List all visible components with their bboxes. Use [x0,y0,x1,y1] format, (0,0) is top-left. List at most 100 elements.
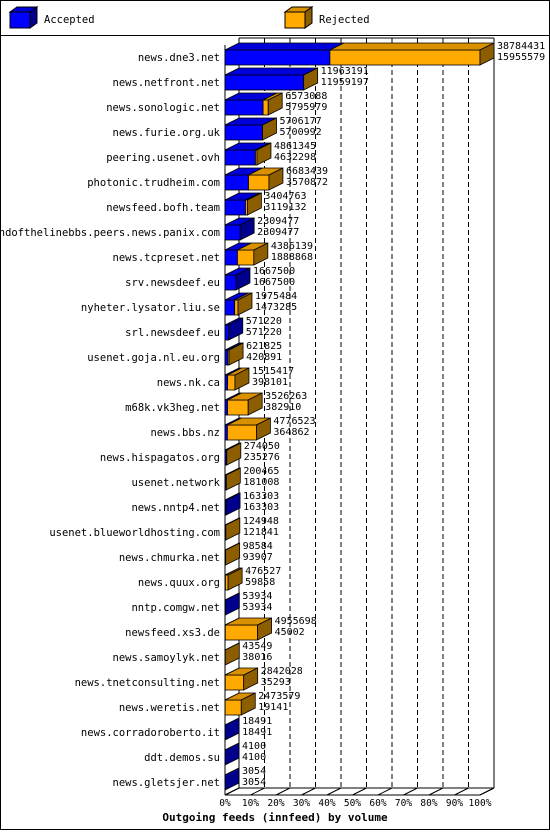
category-label: newsfeed.xs3.de [125,627,220,639]
rejected-bar-front [225,625,257,640]
offered-value-label: 2473579 [258,691,300,702]
offered-value-label: 18491 [242,716,272,727]
accepted-bar-front [225,150,255,165]
category-label: m68k.vk3heg.net [125,402,220,414]
category-label: news.gletsjer.net [113,777,220,789]
accepted-value-label: 2309477 [257,227,299,238]
accepted-bar-front [225,200,246,215]
x-tick-label: 0% [219,798,231,809]
offered-value-label: 163303 [243,491,279,502]
accepted-value-label: 93907 [243,552,273,563]
accepted-value-label: 4100 [242,752,266,763]
accepted-value-label: 15955579 [497,52,545,63]
category-label: ddt.demos.su [144,752,220,764]
offered-value-label: 6573088 [285,91,327,102]
offered-value-label: 4861345 [274,141,316,152]
category-label: news.samoylyk.net [113,652,220,664]
accepted-value-label: 1667500 [253,277,295,288]
offered-value-label: 4776523 [273,416,315,427]
accepted-bar-top [225,43,344,50]
x-tick-label: 20% [267,798,284,809]
x-tick-label: 10% [242,798,259,809]
category-label: news.netfront.net [113,77,220,89]
x-tick-label: 80% [420,798,437,809]
offered-value-label: 3054 [242,766,266,777]
category-label: news.tcpreset.net [113,252,220,264]
accepted-value-label: 571220 [246,327,282,338]
offered-value-label: 1667500 [253,266,295,277]
x-tick-label: 60% [369,798,386,809]
offered-value-label: 43549 [242,641,272,652]
category-label: news.dne3.net [138,52,220,64]
category-label: photonic.trudheim.com [87,177,220,189]
category-label: news.chmurka.net [119,552,220,564]
accepted-bar-front [225,325,229,340]
category-label: peering.usenet.ovh [106,152,220,164]
category-label: news.sonologic.net [106,102,220,114]
accepted-value-label: 364862 [273,427,309,438]
accepted-value-label: 18491 [242,727,272,738]
offered-value-label: 3404763 [264,191,306,202]
rejected-bar-front [225,700,241,715]
accepted-bar-front [225,300,235,315]
category-label: news.nntp4.net [131,502,220,514]
accepted-value-label: 45002 [275,627,305,638]
offered-value-label: 53934 [242,591,272,602]
accepted-value-label: 420891 [246,352,282,363]
category-label: news.tnetconsulting.net [75,677,220,689]
category-label: newsfeed.bofh.team [106,202,220,214]
accepted-value-label: 163303 [243,502,279,513]
accepted-bar-front [225,75,304,90]
accepted-value-label: 59858 [245,577,275,588]
category-label: nyheter.lysator.liu.se [81,302,220,314]
offered-value-label: 1975484 [255,291,297,302]
offered-value-label: 5706177 [280,116,322,127]
accepted-bar-front [225,100,263,115]
offered-value-label: 1515417 [252,366,294,377]
offered-value-label: 124948 [243,516,279,527]
category-label: usenet.goja.nl.eu.org [87,352,220,364]
offered-value-label: 4386139 [271,241,313,252]
accepted-value-label: 3119132 [264,202,306,213]
x-tick-label: 70% [395,798,412,809]
accepted-bar-front [225,350,228,365]
rejected-bar [330,43,494,65]
rejected-bar-front [225,675,243,690]
offered-value-label: 4955698 [275,616,317,627]
accepted-value-label: 5700992 [280,127,322,138]
rejected-bar-front [235,300,238,315]
category-label: nntp.comgw.net [131,602,220,614]
category-label: news.corradoroberto.it [81,727,220,739]
category-label: news.hispagatos.org [100,452,220,464]
accepted-value-label: 3054 [242,777,266,788]
accepted-bar-front [225,225,240,240]
offered-value-label: 571220 [246,316,282,327]
accepted-bar-front [225,275,236,290]
rejected-bar-front [237,250,253,265]
rejected-bar-front [227,425,256,440]
offered-value-label: 3526263 [265,391,307,402]
category-label: news.weretis.net [119,702,220,714]
category-label: news.bbs.nz [150,427,220,439]
rejected-bar-front [225,575,228,590]
chart-title: Outgoing feeds (innfeed) by volume [162,811,388,824]
accepted-value-label: 121841 [243,527,279,538]
offered-value-label: 2309477 [257,216,299,227]
offered-value-label: 38784431 [497,41,545,52]
accepted-bar [225,43,344,65]
offered-value-label: 98584 [243,541,273,552]
accepted-value-label: 382910 [265,402,301,413]
offered-value-label: 4100 [242,741,266,752]
category-label: usenet.blueworldhosting.com [49,527,220,539]
rejected-bar-front [248,175,268,190]
category-label: news.quux.org [138,577,220,589]
accepted-value-label: 5795979 [285,102,327,113]
category-label: usenet.network [131,477,220,489]
category-label: news.nk.ca [157,377,220,389]
rejected-bar-front [228,375,235,390]
accepted-value-label: 181008 [243,477,279,488]
x-tick-label: 30% [293,798,310,809]
rejected-bar-top [330,43,494,50]
accepted-bar-front [225,175,248,190]
accepted-value-label: 53934 [242,602,272,613]
